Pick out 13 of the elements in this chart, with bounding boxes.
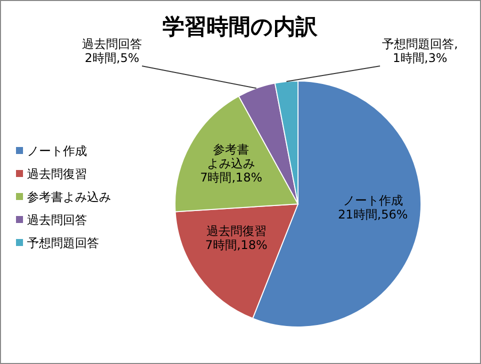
chart-title: 学習時間の内訳 <box>162 15 318 40</box>
data-label: 21時間,56% <box>338 207 408 222</box>
legend-label: ノート作成 <box>27 144 87 158</box>
data-label: 7時間,18% <box>205 238 268 252</box>
slice-label: 過去問復習 <box>206 224 266 238</box>
data-label: 過去問回答 2時間,5% <box>82 37 142 65</box>
data-label: 参考書よみ込み 7時間,18% <box>200 142 262 184</box>
legend-label: 参考書よみ込み <box>27 190 111 204</box>
data-label: 予想問題回答, 1時間,3% <box>382 37 458 65</box>
slice-label: ノート作成 <box>342 193 403 208</box>
legend-label: 過去問復習 <box>27 167 87 181</box>
legend-label: 過去問回答 <box>27 213 87 227</box>
legend-label: 予想問題回答 <box>27 236 99 250</box>
